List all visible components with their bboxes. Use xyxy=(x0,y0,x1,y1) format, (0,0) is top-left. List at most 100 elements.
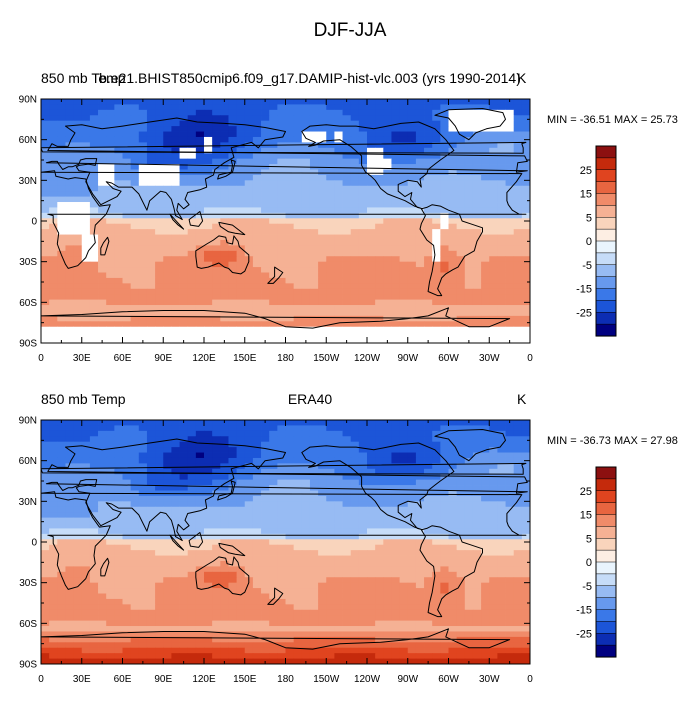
field-cell xyxy=(123,99,132,105)
field-cell xyxy=(245,104,254,110)
field-cell xyxy=(245,164,254,170)
field-cell xyxy=(49,99,58,105)
field-cell xyxy=(440,262,449,268)
field-cell xyxy=(106,327,115,333)
field-cell xyxy=(367,572,376,578)
field-cell xyxy=(237,332,246,338)
field-cell xyxy=(514,218,523,224)
field-cell xyxy=(155,327,164,333)
field-cell xyxy=(359,518,368,524)
field-cell xyxy=(318,186,327,192)
field-cell xyxy=(196,294,205,300)
field-cell xyxy=(155,566,164,572)
field-cell xyxy=(269,115,278,121)
field-cell xyxy=(334,523,343,529)
field-cell xyxy=(261,132,270,138)
field-cell xyxy=(408,273,417,279)
field-cell xyxy=(416,583,425,589)
field-cell xyxy=(506,137,515,143)
field-cell xyxy=(432,588,441,594)
field-cell xyxy=(245,159,254,165)
field-cell xyxy=(155,469,164,475)
field-cell xyxy=(383,202,392,208)
field-cell xyxy=(359,218,368,224)
field-cell xyxy=(253,267,262,273)
field-cell xyxy=(220,480,229,486)
field-cell xyxy=(286,262,295,268)
field-cell xyxy=(375,132,384,138)
field-cell xyxy=(106,431,115,437)
field-cell xyxy=(400,159,409,165)
field-cell xyxy=(41,224,50,230)
field-cell xyxy=(90,256,99,262)
field-cell xyxy=(57,191,66,197)
field-cell xyxy=(41,197,50,203)
field-cell xyxy=(212,207,221,213)
field-cell xyxy=(131,99,140,105)
field-cell xyxy=(408,175,417,181)
field-cell xyxy=(408,431,417,437)
field-cell xyxy=(286,278,295,284)
field-cell xyxy=(286,197,295,203)
field-cell xyxy=(400,115,409,121)
field-cell xyxy=(351,115,360,121)
field-cell xyxy=(473,159,482,165)
field-cell xyxy=(188,332,197,338)
field-cell xyxy=(391,610,400,616)
field-cell xyxy=(416,566,425,572)
field-cell xyxy=(196,539,205,545)
field-cell xyxy=(253,164,262,170)
field-cell xyxy=(489,512,498,518)
field-cell xyxy=(416,294,425,300)
field-cell xyxy=(416,104,425,110)
field-cell xyxy=(123,566,132,572)
field-cell xyxy=(416,153,425,159)
field-cell xyxy=(383,294,392,300)
field-cell xyxy=(57,316,66,322)
field-cell xyxy=(212,501,221,507)
field-cell xyxy=(123,251,132,257)
field-cell xyxy=(155,332,164,338)
field-cell xyxy=(49,115,58,121)
field-cell xyxy=(49,583,58,589)
field-cell xyxy=(253,235,262,241)
field-cell xyxy=(522,604,531,610)
field-cell xyxy=(123,218,132,224)
field-cell xyxy=(326,425,335,431)
field-cell xyxy=(522,436,531,442)
field-cell xyxy=(424,480,433,486)
field-cell xyxy=(131,197,140,203)
field-cell xyxy=(351,436,360,442)
field-cell xyxy=(163,207,172,213)
field-cell xyxy=(481,599,490,605)
field-cell xyxy=(522,278,531,284)
field-cell xyxy=(171,289,180,295)
field-cell xyxy=(139,425,148,431)
field-cell xyxy=(131,305,140,311)
field-cell xyxy=(449,245,458,251)
field-cell xyxy=(41,550,50,556)
field-cell xyxy=(343,110,352,116)
field-cell xyxy=(57,539,66,545)
field-cell xyxy=(326,496,335,502)
field-cell xyxy=(310,115,319,121)
field-cell xyxy=(171,262,180,268)
field-cell xyxy=(147,294,156,300)
field-cell xyxy=(391,229,400,235)
field-cell xyxy=(188,197,197,203)
field-cell xyxy=(400,310,409,316)
field-cell xyxy=(65,218,74,224)
field-cell xyxy=(359,273,368,279)
field-cell xyxy=(408,594,417,600)
field-cell xyxy=(74,218,83,224)
field-cell xyxy=(90,610,99,616)
field-cell xyxy=(497,577,506,583)
field-cell xyxy=(457,480,466,486)
field-cell xyxy=(440,104,449,110)
field-cell xyxy=(245,485,254,491)
field-cell xyxy=(269,240,278,246)
field-cell xyxy=(237,137,246,143)
field-cell xyxy=(359,458,368,464)
field-cell xyxy=(123,474,132,480)
field-cell xyxy=(212,229,221,235)
